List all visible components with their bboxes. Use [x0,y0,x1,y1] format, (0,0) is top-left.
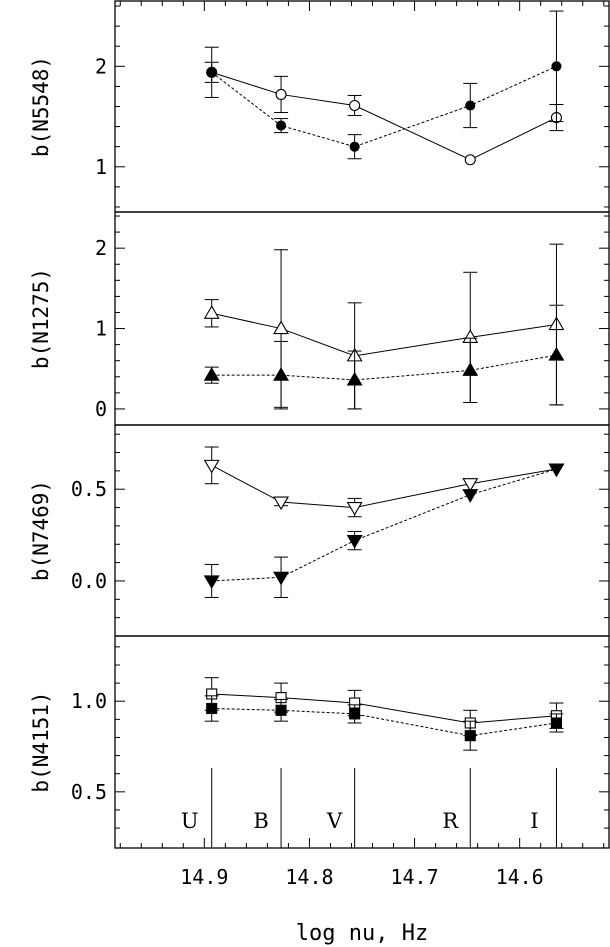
data-point [548,463,565,478]
y-axis-label: b(N4151) [29,691,53,792]
data-point [462,362,479,376]
x-axis-label: log nu, Hz [296,921,428,946]
data-point [276,120,287,131]
y-tick-label: 0.5 [71,477,107,501]
data-point [203,575,220,590]
y-tick-label: 0.5 [71,780,107,804]
data-point [206,702,218,715]
y-tick-label: 0 [95,397,107,421]
panel-1: 1 2 b(N5548) [29,5,609,208]
data-point [273,320,290,335]
y-axis-label: b(N1275) [29,268,53,369]
data-point [346,371,363,386]
y-tick-label: 2 [95,236,107,260]
data-point [464,154,476,166]
data-point [346,502,363,516]
data-point [462,478,479,492]
data-point [275,88,287,100]
band-label: I [530,809,538,833]
data-point [273,496,290,511]
y-axis-label: b(N5548) [29,56,53,157]
panels: 1 2 b(N5548) 0 1 2 b(N1275) 0.0 0.5 b(N7469) 0.5 1.… [29,5,609,848]
data-point [551,61,562,72]
band-label: B [253,809,268,833]
series-line [211,65,557,148]
series-line [211,354,557,381]
panel-3: 0.0 0.5 b(N7469) [29,424,609,619]
data-point [273,571,290,586]
y-axis-label: b(N7469) [29,480,53,581]
data-point [349,99,361,112]
series-line [211,464,557,509]
y-tick-label: 2 [95,54,107,78]
panel-2: 0 1 2 b(N1275) [29,211,609,421]
series-line [211,693,557,724]
y-tick-label: 1 [95,317,107,341]
y-tick-label: 1.0 [71,689,107,713]
x-axis: 14.9 14.8 14.7 14.6 [119,1,605,889]
x-tick-label: 14.8 [285,865,333,889]
series-line [211,468,557,582]
data-point [548,346,565,361]
band-label: U [181,809,199,833]
band-label: V [326,809,343,833]
x-tick-label: 14.7 [390,865,438,889]
data-point [203,367,220,381]
data-point [550,717,562,729]
data-point [464,730,476,742]
data-point [273,367,290,381]
data-point [349,708,361,720]
data-point [206,67,217,78]
data-point [462,489,479,503]
data-point [275,704,287,716]
data-point [465,100,476,111]
series-line [211,71,557,161]
panel-4: 0.5 1.0 b(N4151) U B V R I [29,635,609,848]
data-point [349,141,360,152]
y-tick-label: 1 [95,155,107,179]
band-label: R [442,809,459,833]
data-point [203,459,220,474]
x-tick-label: 14.6 [496,865,544,889]
series-line [211,707,557,737]
x-tick-label: 14.9 [180,865,228,889]
series-line [211,312,557,357]
data-point [203,305,220,319]
data-point [346,535,363,549]
y-tick-label: 0.0 [71,569,107,593]
